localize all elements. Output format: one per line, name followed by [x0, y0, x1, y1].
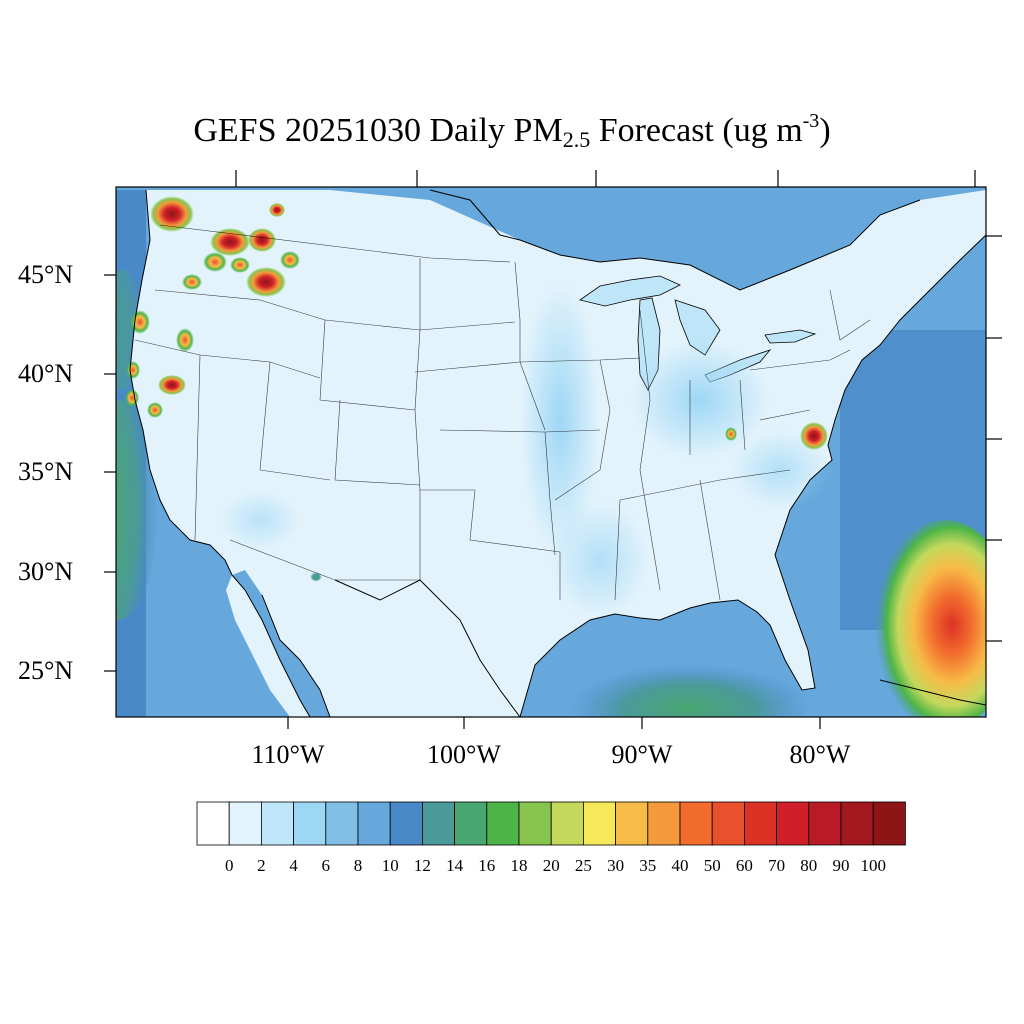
- colorbar-swatch: [744, 801, 778, 846]
- colorbar-label: 18: [510, 856, 528, 875]
- lat-label-30: 30°N: [18, 557, 74, 586]
- lat-label-40: 40°N: [18, 359, 74, 388]
- hotspot-washington-dc: [800, 422, 828, 450]
- colorbar-swatch: [647, 801, 681, 846]
- colorbar-swatch: [615, 801, 649, 846]
- lat-label-45: 45°N: [18, 260, 74, 289]
- colorbar-label: 12: [413, 856, 431, 875]
- colorbar-swatch: [357, 801, 391, 846]
- colorbar-swatch: [518, 801, 552, 846]
- colorbar-swatch: [486, 801, 520, 846]
- lat-label-35: 35°N: [18, 457, 74, 486]
- lake-ontario: [764, 329, 817, 344]
- colorbar: [196, 801, 906, 846]
- colorbar-label: 60: [735, 856, 753, 875]
- colorbar-swatch: [293, 801, 327, 846]
- colorbar-label: 14: [446, 856, 464, 875]
- colorbar-swatch: [550, 801, 584, 846]
- hotspot-idaho-montana: [246, 267, 286, 297]
- colorbar-swatch: [776, 801, 810, 846]
- colorbar-label: 80: [800, 856, 818, 875]
- lake-superior: [579, 275, 681, 307]
- lat-label-25: 25°N: [18, 656, 74, 685]
- baja-land: [226, 575, 310, 717]
- colorbar-label: 70: [768, 856, 786, 875]
- colorbar-swatch: [840, 801, 874, 846]
- colorbar-label: 30: [607, 856, 625, 875]
- state-boundaries: [134, 224, 871, 601]
- colorbar-label: 4: [289, 856, 298, 875]
- lon-label-90: 90°W: [611, 740, 673, 769]
- colorbar-label: 25: [574, 856, 592, 875]
- colorbar-swatch: [711, 801, 745, 846]
- chart-title: GEFS 20251030 Daily PM2.5 Forecast (ug m…: [193, 110, 831, 152]
- map-frame: [115, 186, 987, 718]
- colorbar-swatch: [679, 801, 713, 846]
- colorbar-swatch: [228, 801, 262, 846]
- colorbar-label: 6: [321, 856, 331, 875]
- colorbar-label: 16: [478, 856, 496, 875]
- colorbar-swatch: [582, 801, 616, 846]
- coastlines: [129, 189, 986, 717]
- lon-label-80: 80°W: [789, 740, 851, 769]
- colorbar-swatch: [421, 801, 455, 846]
- axis-ticks: [104, 170, 1002, 729]
- colorbar-label: 8: [353, 856, 363, 875]
- colorbar-swatch: [872, 801, 906, 846]
- colorbar-swatch: [808, 801, 842, 846]
- colorbar-label: 2: [257, 856, 266, 875]
- colorbar-label: 40: [671, 856, 689, 875]
- hotspot-puget-sound: [150, 196, 194, 232]
- colorbar-label: 50: [703, 856, 721, 875]
- colorbar-label: 10: [381, 856, 399, 875]
- colorbar-swatch: [261, 801, 295, 846]
- colorbar-label: 35: [639, 856, 657, 875]
- colorbar-swatch: [389, 801, 423, 846]
- colorbar-label: 100: [860, 856, 886, 875]
- colorbar-label: 0: [224, 856, 234, 875]
- lon-label-110: 110°W: [251, 740, 325, 769]
- colorbar-label: 20: [542, 856, 560, 875]
- colorbar-swatch: [325, 801, 359, 846]
- lon-label-100: 100°W: [427, 740, 501, 769]
- colorbar-swatch: [196, 801, 230, 846]
- colorbar-label: 90: [832, 856, 850, 875]
- colorbar-swatch: [454, 801, 488, 846]
